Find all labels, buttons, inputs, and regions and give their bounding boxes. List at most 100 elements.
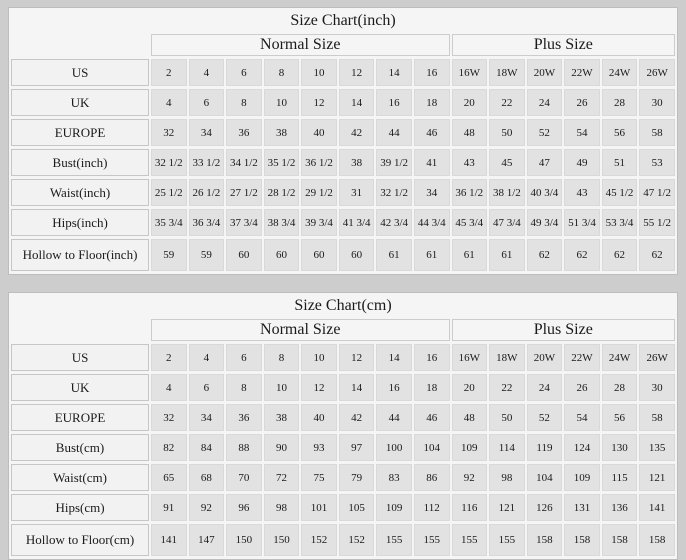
size-value-cell: 8 xyxy=(263,59,300,86)
size-value-cell: 47 3/4 xyxy=(489,209,525,236)
size-value-cell: 26 xyxy=(564,374,600,401)
size-value-cell: 54 xyxy=(564,119,600,146)
size-value-cell: 97 xyxy=(338,434,375,461)
title-row: Size Chart(inch) xyxy=(11,11,675,31)
size-value-cell: 39 1/2 xyxy=(376,149,412,176)
table-row-waist-inch: Waist(inch) 25 1/2 26 1/2 27 1/2 28 1/2 29 1/… xyxy=(11,179,675,206)
size-value-cell: 14 xyxy=(338,89,375,116)
group-header-row: Normal Size Plus Size xyxy=(11,34,675,56)
row-label-waist-inch: Waist(inch) xyxy=(11,179,149,206)
table-row-waist-cm: Waist(cm) 65 68 70 72 75 79 83 86 92 98 104 109 115 12… xyxy=(11,464,675,491)
row-label-us: US xyxy=(11,344,149,371)
size-value-cell: 55 1/2 xyxy=(639,209,675,236)
size-value-cell: 4 xyxy=(188,59,225,86)
size-value-cell: 36 1/2 xyxy=(301,149,337,176)
size-value-cell: 4 xyxy=(151,89,187,116)
size-value-cell: 62 xyxy=(526,239,563,271)
size-value-cell: 16 xyxy=(376,89,412,116)
size-value-cell: 53 3/4 xyxy=(601,209,638,236)
size-value-cell: 33 1/2 xyxy=(188,149,225,176)
size-value-cell: 49 3/4 xyxy=(526,209,563,236)
size-value-cell: 131 xyxy=(564,494,600,521)
size-value-cell: 119 xyxy=(526,434,563,461)
table-row-us: US 2 4 6 8 10 12 14 16 16W 18W 20W 22W 24W 26W xyxy=(11,59,675,86)
size-value-cell: 10 xyxy=(263,374,300,401)
size-value-cell: 24 xyxy=(526,374,563,401)
size-value-cell: 152 xyxy=(338,524,375,556)
size-value-cell: 79 xyxy=(338,464,375,491)
size-value-cell: 38 xyxy=(263,404,300,431)
size-value-cell: 41 3/4 xyxy=(338,209,375,236)
size-value-cell: 16W xyxy=(451,344,488,371)
size-value-cell: 6 xyxy=(226,344,262,371)
size-value-cell: 98 xyxy=(263,494,300,521)
row-label-hips-inch: Hips(inch) xyxy=(11,209,149,236)
size-value-cell: 22W xyxy=(564,344,600,371)
size-value-cell: 45 3/4 xyxy=(451,209,488,236)
size-value-cell: 36 xyxy=(226,404,262,431)
table-row-hollow-to-floor-inch: Hollow to Floor(inch) 59 59 60 60 60 60 61 61 61 6… xyxy=(11,239,675,271)
size-value-cell: 12 xyxy=(301,374,337,401)
size-value-cell: 58 xyxy=(639,119,675,146)
size-value-cell: 62 xyxy=(639,239,675,271)
size-value-cell: 152 xyxy=(301,524,337,556)
row-label-europe: EUROPE xyxy=(11,119,149,146)
size-value-cell: 44 3/4 xyxy=(413,209,450,236)
size-value-cell: 50 xyxy=(489,119,525,146)
size-value-cell: 32 1/2 xyxy=(151,149,187,176)
size-value-cell: 52 xyxy=(526,119,563,146)
size-value-cell: 88 xyxy=(226,434,262,461)
size-value-cell: 155 xyxy=(376,524,412,556)
size-value-cell: 38 1/2 xyxy=(489,179,525,206)
size-value-cell: 36 xyxy=(226,119,262,146)
row-label-bust-inch: Bust(inch) xyxy=(11,149,149,176)
size-value-cell: 50 xyxy=(489,404,525,431)
size-value-cell: 16 xyxy=(376,374,412,401)
size-value-cell: 2 xyxy=(151,59,187,86)
size-value-cell: 18 xyxy=(413,89,450,116)
size-value-cell: 43 xyxy=(564,179,600,206)
size-value-cell: 61 xyxy=(413,239,450,271)
size-value-cell: 37 3/4 xyxy=(226,209,262,236)
size-value-cell: 14 xyxy=(376,344,412,371)
size-value-cell: 126 xyxy=(526,494,563,521)
size-value-cell: 28 1/2 xyxy=(263,179,300,206)
title-row: Size Chart(cm) xyxy=(11,296,675,316)
size-value-cell: 46 xyxy=(413,404,450,431)
size-value-cell: 22 xyxy=(489,374,525,401)
size-value-cell: 62 xyxy=(601,239,638,271)
size-value-cell: 141 xyxy=(151,524,187,556)
group-header-plus-size: Plus Size xyxy=(451,34,675,56)
size-chart-cm-table: Size Chart(cm) Normal Size Plus Size US 2 4… xyxy=(8,292,678,560)
size-value-cell: 39 3/4 xyxy=(301,209,337,236)
size-value-cell: 44 xyxy=(376,119,412,146)
size-value-cell: 4 xyxy=(151,374,187,401)
size-value-cell: 8 xyxy=(226,89,262,116)
size-value-cell: 72 xyxy=(263,464,300,491)
size-value-cell: 8 xyxy=(226,374,262,401)
size-value-cell: 61 xyxy=(489,239,525,271)
size-value-cell: 56 xyxy=(601,119,638,146)
size-value-cell: 42 3/4 xyxy=(376,209,412,236)
size-value-cell: 30 xyxy=(639,89,675,116)
size-value-cell: 155 xyxy=(413,524,450,556)
size-value-cell: 60 xyxy=(338,239,375,271)
size-value-cell: 28 xyxy=(601,89,638,116)
size-value-cell: 155 xyxy=(489,524,525,556)
row-label-hips-cm: Hips(cm) xyxy=(11,494,149,521)
table-row-uk: UK 4 6 8 10 12 14 16 18 20 22 24 26 28 30 xyxy=(11,374,675,401)
size-value-cell: 91 xyxy=(151,494,187,521)
size-value-cell: 101 xyxy=(301,494,337,521)
size-value-cell: 29 1/2 xyxy=(301,179,337,206)
size-value-cell: 68 xyxy=(188,464,225,491)
corner-cell xyxy=(11,34,149,56)
size-value-cell: 124 xyxy=(564,434,600,461)
table-title: Size Chart(inch) xyxy=(11,11,675,31)
table-row-europe: EUROPE 32 34 36 38 40 42 44 46 48 50 52 54 56 58 xyxy=(11,404,675,431)
size-value-cell: 16W xyxy=(451,59,488,86)
size-value-cell: 34 xyxy=(188,119,225,146)
size-value-cell: 90 xyxy=(263,434,300,461)
size-value-cell: 14 xyxy=(376,59,412,86)
row-label-hollow-to-floor-cm: Hollow to Floor(cm) xyxy=(11,524,149,556)
size-value-cell: 60 xyxy=(226,239,262,271)
